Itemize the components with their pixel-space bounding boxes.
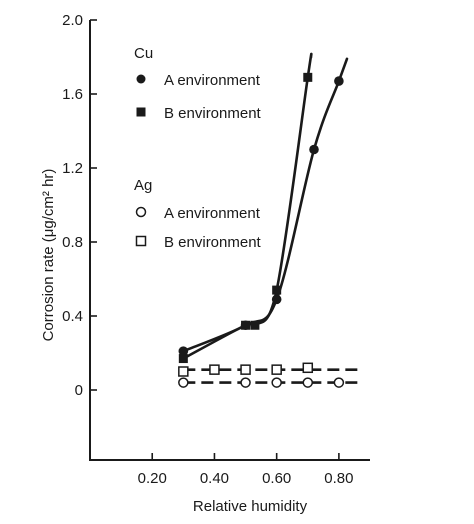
data-point-cu-circle [334,76,344,86]
legend-group-title-ag: Ag [134,177,152,194]
x-tick-label: 0.40 [200,470,229,487]
y-axis-title: Corrosion rate (μg/cm² hr) [40,169,57,342]
data-point-ag-square [240,364,251,375]
y-tick-label: 0.8 [62,234,83,251]
data-point-cu-square [303,72,313,82]
data-point-ag-circle [240,377,251,388]
data-point-ag-square [178,366,189,377]
data-point-ag-square [209,364,220,375]
data-point-ag-circle [178,377,189,388]
data-point-cu-square [178,354,188,364]
data-points [178,72,345,388]
y-tick-label: 1.2 [62,160,83,177]
x-ticks: 0.20 0.40 0.60 0.80 [138,453,353,487]
legend-marker-cu-b [136,107,146,117]
legend-label-cu-a: A environment [164,72,261,89]
legend-label-cu-b: B environment [164,105,262,122]
data-point-cu-circle [178,346,189,356]
legend-marker-cu-a [136,74,146,84]
data-point-cu-square [272,285,282,295]
data-point-ag-square [302,362,314,374]
legend-marker-ag-b [135,235,147,247]
data-point-ag-circle [271,377,282,388]
x-tick-label: 0.60 [262,470,291,487]
data-point-ag-circle [302,377,314,388]
x-tick-label: 0.20 [138,470,167,487]
legend-label-ag-b: B environment [164,234,262,251]
y-tick-label: 0.4 [62,308,83,325]
y-tick-label: 2.0 [62,12,83,29]
x-tick-label: 0.80 [324,470,353,487]
data-point-ag-square [271,364,282,375]
data-point-cu-circle [309,144,319,155]
legend-label-ag-a: A environment [164,205,261,222]
y-tick-label: 1.6 [62,86,83,103]
x-axis-title: Relative humidity [193,498,308,515]
data-point-cu-circle [271,294,282,305]
legend-group-title-cu: Cu [134,45,153,62]
legend: Cu A environment B environment Ag A envi… [134,45,262,251]
data-point-cu-square [250,320,260,330]
legend-marker-ag-a [135,206,147,218]
data-point-cu-square [241,320,251,330]
y-ticks: 0 0.4 0.8 1.2 1.6 2.0 [62,12,97,399]
data-point-ag-circle [333,377,345,388]
y-tick-label: 0 [75,382,83,399]
